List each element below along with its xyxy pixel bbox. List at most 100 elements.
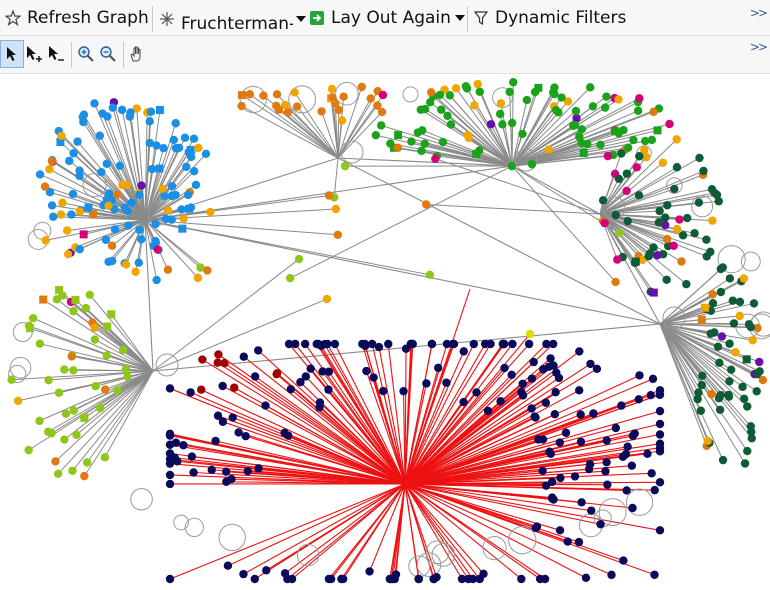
lay-out-again-button[interactable]: Lay Out Again (308, 5, 451, 31)
graph-vertex (581, 573, 591, 583)
graph-vertex (274, 105, 284, 114)
graph-vertex (207, 465, 216, 475)
graph-edge (404, 343, 492, 485)
graph-vertex (469, 339, 479, 349)
lay-out-again-dropdown[interactable] (452, 5, 465, 31)
graph-vertex (623, 216, 632, 226)
graph-edge (404, 483, 553, 499)
graph-edge (404, 343, 547, 485)
graph-vertex (575, 386, 584, 395)
zoom-in-icon (78, 46, 94, 62)
graph-vertex (60, 435, 69, 444)
graph-edge (241, 94, 339, 159)
graph-edge (659, 323, 729, 396)
graph-vertex (56, 138, 65, 147)
graph-vertex (602, 458, 611, 467)
toolbar-separator (467, 6, 468, 32)
add-select-tool-button[interactable] (23, 41, 45, 67)
graph-edge (659, 323, 730, 382)
graph-vertex (642, 152, 651, 162)
graph-vertex (695, 153, 704, 163)
select-tool-button[interactable] (0, 40, 24, 68)
graph-vertex (340, 161, 350, 171)
pan-tool-button[interactable] (126, 41, 148, 67)
graph-edge (136, 108, 146, 221)
graph-edge (599, 192, 715, 215)
graph-vertex (339, 92, 348, 101)
graph-vertex (416, 105, 425, 114)
graph-vertex (326, 574, 336, 584)
graph-vertex (575, 347, 584, 356)
graph-vertex (697, 380, 707, 390)
graph-vertex (682, 279, 691, 289)
graph-vertex (96, 403, 105, 413)
graph-vertex (619, 125, 628, 135)
graph-edge (305, 376, 406, 485)
graph-canvas[interactable] (0, 74, 770, 590)
graph-vertex (95, 131, 105, 140)
graph-vertex (165, 470, 175, 480)
graph-vertex (425, 270, 435, 280)
graph-vertex (145, 138, 155, 148)
graph-self-loop (296, 543, 320, 567)
graph-vertex (614, 174, 624, 184)
graph-edge (241, 105, 339, 159)
graph-vertex (60, 365, 69, 374)
chevron-double-right-icon[interactable]: >> (749, 40, 768, 54)
arrow-plus-cursor-icon (27, 46, 42, 62)
graph-vertex (100, 453, 110, 462)
graph-vertex (653, 126, 662, 135)
graph-vertex (284, 339, 294, 349)
remove-select-tool-button[interactable] (45, 41, 67, 67)
graph-vertex (80, 471, 89, 481)
dynamic-filters-button[interactable]: Dynamic Filters (472, 5, 626, 31)
graph-vertex (547, 477, 557, 487)
refresh-graph-button[interactable]: Refresh Graph (4, 5, 149, 31)
graph-edge (333, 157, 339, 198)
graph-edge (79, 219, 146, 250)
graph-vertex (696, 406, 706, 415)
graph-edge (404, 483, 469, 580)
graph-vertex (61, 409, 71, 418)
graph-vertex (508, 339, 517, 349)
graph-vertex (390, 574, 399, 584)
graph-vertex (694, 198, 704, 207)
graph-vertex (500, 363, 509, 373)
graph-vertex (379, 386, 388, 396)
graph-vertex (320, 340, 329, 349)
layout-select[interactable]: Fruchterman- (158, 5, 306, 33)
graph-edge (324, 343, 406, 485)
toolbar-separator (123, 42, 124, 68)
graph-vertex (69, 306, 78, 316)
graph-vertex (35, 339, 45, 348)
graph-edge (337, 109, 340, 159)
graph-vertex (177, 205, 186, 214)
graph-vertex (291, 339, 300, 349)
graph-vertex (68, 466, 77, 475)
graph-edge (85, 307, 154, 372)
graph-vertex (137, 235, 146, 244)
graph-vertex (755, 357, 764, 367)
graph-vertex (171, 438, 181, 447)
graph-vertex (464, 133, 473, 143)
graph-vertex (634, 191, 644, 200)
graph-vertex (407, 137, 416, 146)
zoom-out-tool-button[interactable] (97, 41, 119, 67)
graph-vertex (672, 224, 682, 234)
graph-vertex (615, 228, 624, 238)
graph-vertex (228, 413, 237, 422)
graph-vertex (213, 358, 222, 367)
graph-vertex (588, 102, 598, 111)
graph-vertex (505, 87, 514, 97)
graph-edge (71, 214, 146, 221)
graph-edge (404, 374, 640, 485)
graph-edge (404, 343, 475, 485)
graph-edge (659, 322, 734, 325)
graph-vertex (647, 135, 657, 145)
zoom-in-tool-button[interactable] (75, 41, 97, 67)
graph-vertex (532, 522, 542, 531)
chevron-down-icon (296, 16, 306, 22)
chevron-double-right-icon[interactable]: >> (749, 6, 768, 20)
graph-vertex (653, 251, 662, 260)
graph-vertex (718, 263, 727, 272)
